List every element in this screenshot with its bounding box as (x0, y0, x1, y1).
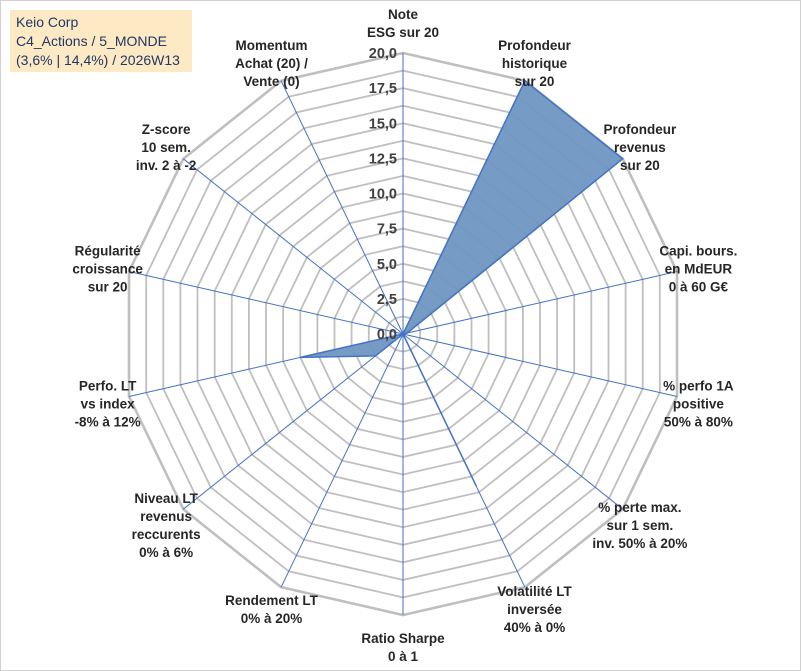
axis-label-line: ESG sur 20 (367, 25, 439, 40)
axis-label-line: % perfo 1A (663, 378, 734, 393)
title-stats: (3,6% | 14,4%) / 2026W13 (16, 52, 180, 68)
axis-label-line: Momentum (236, 38, 308, 53)
axis-spoke (402, 333, 678, 397)
axis-label-line: inv. 2 à -2 (136, 158, 197, 173)
radar-series (300, 79, 624, 487)
axis-label-line: en MdEUR (665, 262, 733, 277)
axis-label: Ratio Sharpe 0 à 1 (361, 631, 445, 664)
axis-spoke (182, 158, 404, 335)
axis-label-line: Régularité (75, 244, 142, 259)
axis-label-line: Achat (20) / (235, 56, 308, 71)
axis-label: % perte max. sur 1 sem. inv. 50% à 20% (592, 500, 687, 551)
axis-label-line: 0 à 1 (388, 649, 419, 664)
axis-label: Profondeur revenus sur 20 (604, 122, 677, 173)
tick-label: 15,0 (369, 116, 397, 132)
axis-label-line: 50% à 80% (664, 414, 733, 429)
axis-label-line: positive (673, 396, 725, 411)
axis-label: Niveau LT revenus reccurents 0% à 6% (132, 491, 201, 560)
axis-label-line: Capi. bours. (659, 244, 737, 259)
axis-label-line: -8% à 12% (75, 414, 141, 429)
axis-label-line: vs index (81, 396, 136, 411)
axis-label-line: sur 20 (88, 280, 128, 295)
axis-label-line: Perfo. LT (79, 378, 137, 393)
axis-spoke (182, 333, 404, 510)
axis-spoke (128, 271, 404, 335)
axis-label-line: inv. 50% à 20% (592, 536, 687, 551)
radar-tick-labels: 0,0 2,5 5,0 7,5 10,0 12,5 15,0 17,5 20,0 (369, 46, 397, 343)
axis-label: Note ESG sur 20 (367, 7, 439, 40)
axis-label-line: Profondeur (604, 122, 677, 137)
axis-label: Capi. bours. en MdEUR 0 à 60 G€ (659, 244, 737, 295)
axis-label-line: sur 1 sem. (607, 518, 674, 533)
tick-label: 0,0 (377, 327, 397, 343)
axis-spoke (402, 271, 678, 335)
axis-label-line: Note (388, 7, 418, 22)
series-area (300, 79, 624, 487)
axis-label-line: inversée (507, 602, 562, 617)
axis-label-line: 10 sem. (141, 140, 191, 155)
axis-label: Z-score 10 sem. inv. 2 à -2 (136, 122, 197, 173)
axis-spoke (402, 333, 624, 510)
axis-label: Profondeur historique sur 20 (498, 38, 571, 89)
axis-label-line: sur 20 (620, 158, 660, 173)
axis-label-line: Profondeur (498, 38, 571, 53)
axis-label-line: % perte max. (598, 500, 681, 515)
axis-label-line: reccurents (132, 527, 201, 542)
axis-label-line: sur 20 (515, 74, 555, 89)
title-company: Keio Corp (16, 14, 79, 30)
axis-label-line: 0% à 20% (241, 611, 303, 626)
axis-label-line: croissance (72, 262, 143, 277)
axis-label-line: revenus (614, 140, 666, 155)
axis-label-line: historique (502, 56, 568, 71)
tick-label: 20,0 (369, 46, 397, 62)
chart-title-box: Keio Corp C4_Actions / 5_MONDE (3,6% | 1… (10, 10, 192, 72)
axis-label-line: Rendement LT (225, 593, 319, 608)
axis-label: Momentum Achat (20) / Vente (0) (235, 38, 308, 89)
tick-label: 2,5 (377, 292, 397, 308)
axis-label-line: 0 à 60 G€ (669, 280, 729, 295)
tick-label: 7,5 (377, 222, 397, 238)
axis-label: % perfo 1A positive 50% à 80% (663, 378, 734, 429)
axis-label-line: Volatilité LT (497, 584, 572, 599)
axis-label: Volatilité LT inversée 40% à 0% (497, 584, 572, 635)
axis-spoke (280, 333, 404, 588)
tick-label: 5,0 (377, 257, 397, 273)
axis-label-line: Vente (0) (243, 74, 299, 89)
title-portfolio: C4_Actions / 5_MONDE (16, 33, 167, 49)
tick-label: 12,5 (369, 151, 397, 167)
axis-label-line: revenus (140, 509, 192, 524)
axis-label: Régularité croissance sur 20 (72, 244, 143, 295)
axis-label-line: 0% à 6% (139, 545, 193, 560)
tick-label: 17,5 (369, 81, 397, 97)
axis-spoke (280, 80, 404, 335)
axis-label: Perfo. LT vs index -8% à 12% (75, 378, 141, 429)
axis-label-line: Ratio Sharpe (361, 631, 445, 646)
axis-label-line: Niveau LT (134, 491, 198, 506)
axis-label-line: 40% à 0% (504, 620, 566, 635)
axis-label: Rendement LT 0% à 20% (225, 593, 319, 626)
tick-label: 10,0 (369, 187, 397, 203)
axis-label-line: Z-score (142, 122, 191, 137)
radar-axis-labels: Note ESG sur 20 Profondeur historique sur 20… (72, 7, 737, 664)
